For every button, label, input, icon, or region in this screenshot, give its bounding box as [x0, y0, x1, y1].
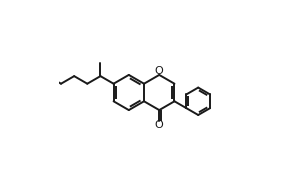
Text: O: O	[155, 120, 164, 130]
Text: O: O	[155, 66, 164, 76]
